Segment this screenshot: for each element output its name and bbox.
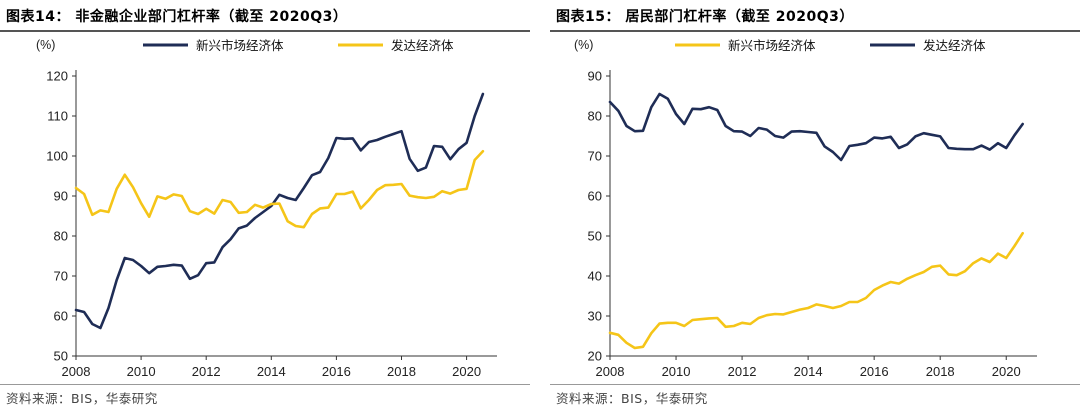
- title-rule: [0, 30, 530, 32]
- y-tick-label: 50: [588, 229, 602, 244]
- legend-label: 发达经济体: [923, 38, 986, 53]
- line-chart-nonfinancial: (%) 新兴市场经济体 发达经济体 50 60 70 80 90 100 110 120 2008 20…: [36, 38, 497, 379]
- y-tick-label: 30: [588, 309, 602, 324]
- series-line: [74, 149, 485, 229]
- x-tick-label: 2014: [257, 364, 286, 379]
- title-rule: [550, 30, 1080, 32]
- y-tick-label: 20: [588, 349, 602, 364]
- x-tick-label: 2008: [62, 364, 91, 379]
- y-tick-label: 60: [54, 309, 68, 324]
- source-note: 资料来源：BIS，华泰研究: [556, 391, 708, 406]
- x-tick-label: 2016: [322, 364, 351, 379]
- figure-title: 图表15： 居民部门杠杆率（截至 2020Q3）: [556, 9, 854, 25]
- y-tick-label: 100: [46, 149, 68, 164]
- figure-title: 图表14： 非金融企业部门杠杆率（截至 2020Q3）: [6, 9, 348, 25]
- x-tick-label: 2018: [926, 364, 955, 379]
- y-tick-label: 60: [588, 189, 602, 204]
- series-line: [608, 231, 1025, 350]
- y-unit-label: (%): [36, 38, 55, 52]
- x-tick-label: 2012: [728, 364, 757, 379]
- source-rule: [0, 384, 530, 385]
- x-tick-label: 2012: [192, 364, 221, 379]
- y-tick-label: 90: [588, 69, 602, 84]
- legend-label: 发达经济体: [391, 38, 454, 53]
- x-tick-label: 2010: [662, 364, 691, 379]
- y-tick-label: 120: [46, 69, 68, 84]
- y-tick-label: 70: [588, 149, 602, 164]
- line-chart-household: (%) 新兴市场经济体 发达经济体 20 30 40 50 60 70 80 90 2008 2010 2…: [574, 38, 1037, 379]
- y-tick-label: 90: [54, 189, 68, 204]
- x-tick-label: 2014: [794, 364, 823, 379]
- y-tick-label: 40: [588, 269, 602, 284]
- x-tick-label: 2008: [596, 364, 625, 379]
- x-tick-label: 2010: [127, 364, 156, 379]
- chart-panel-nonfinancial: 图表14： 非金融企业部门杠杆率（截至 2020Q3） (%) 新兴市场经济体 发达…: [0, 0, 530, 414]
- y-tick-label: 80: [588, 109, 602, 124]
- legend-label: 新兴市场经济体: [196, 38, 284, 53]
- legend-label: 新兴市场经济体: [728, 38, 816, 53]
- x-tick-label: 2018: [387, 364, 416, 379]
- x-tick-label: 2016: [860, 364, 889, 379]
- series-line: [74, 92, 485, 330]
- series-line: [608, 92, 1025, 162]
- x-tick-label: 2020: [452, 364, 481, 379]
- y-tick-label: 110: [47, 109, 68, 124]
- y-tick-label: 80: [54, 229, 68, 244]
- y-tick-label: 70: [54, 269, 68, 284]
- source-rule: [550, 384, 1080, 385]
- chart-panel-household: 图表15： 居民部门杠杆率（截至 2020Q3） (%) 新兴市场经济体 发达经济体…: [550, 0, 1080, 414]
- y-tick-label: 50: [54, 349, 68, 364]
- source-note: 资料来源：BIS，华泰研究: [6, 391, 158, 406]
- y-unit-label: (%): [574, 38, 593, 52]
- x-tick-label: 2020: [992, 364, 1021, 379]
